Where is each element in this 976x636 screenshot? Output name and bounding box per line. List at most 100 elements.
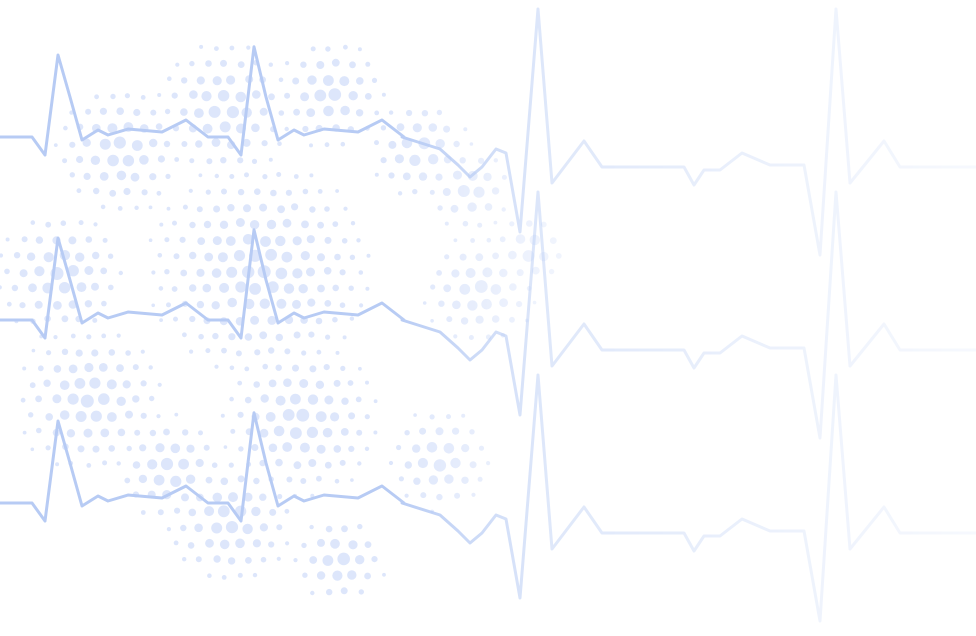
halftone-dot <box>249 220 260 230</box>
halftone-dot <box>252 572 258 578</box>
halftone-dot <box>259 298 270 309</box>
halftone-dot <box>285 189 292 196</box>
halftone-dot <box>404 493 409 498</box>
halftone-dot <box>443 284 452 293</box>
halftone-dot <box>28 283 37 293</box>
halftone-dot <box>452 300 461 310</box>
halftone-dot <box>219 121 231 133</box>
halftone-dot <box>461 413 466 418</box>
halftone-dot <box>306 426 318 438</box>
halftone-dot <box>180 524 187 532</box>
halftone-dot <box>212 236 222 246</box>
halftone-dot <box>29 382 36 389</box>
halftone-dot <box>475 315 484 324</box>
halftone-dot <box>174 507 181 514</box>
halftone-dot <box>182 429 189 436</box>
ecg-trace-2 <box>0 190 976 440</box>
halftone-dot <box>212 492 223 503</box>
halftone-dot <box>302 125 309 133</box>
halftone-dot <box>108 284 114 291</box>
halftone-dot <box>332 570 343 581</box>
halftone-dot <box>219 539 230 550</box>
halftone-dot <box>499 236 506 243</box>
halftone-dot <box>182 204 188 210</box>
halftone-dot <box>233 250 246 262</box>
halftone-dot <box>259 493 267 501</box>
halftone-dot <box>227 297 237 308</box>
halftone-dot <box>189 221 196 229</box>
halftone-dot <box>275 395 286 406</box>
halftone-dot <box>116 364 124 372</box>
halftone-dot <box>396 123 405 131</box>
halftone-dot <box>293 461 302 470</box>
halftone-dot <box>290 427 302 439</box>
halftone-dot <box>309 556 318 564</box>
halftone-dot <box>30 220 36 225</box>
halftone-dot <box>309 365 317 373</box>
halftone-dot <box>35 236 44 244</box>
halftone-dot <box>315 380 325 389</box>
halftone-dot <box>316 61 325 69</box>
halftone-dot <box>227 557 236 565</box>
halftone-dot <box>277 493 283 500</box>
halftone-dot <box>238 446 244 452</box>
halftone-dot <box>180 108 188 116</box>
halftone-dot <box>328 88 342 101</box>
halftone-dot <box>326 588 333 596</box>
halftone-dot <box>493 220 498 225</box>
halftone-dot <box>291 203 299 211</box>
halftone-dot <box>460 317 469 325</box>
halftone-dot <box>259 523 268 532</box>
halftone-dot <box>149 173 157 181</box>
halftone-dot <box>348 91 358 101</box>
halftone-dot <box>343 206 348 211</box>
halftone-dot <box>76 282 87 292</box>
halftone-dot <box>246 45 251 50</box>
halftone-dot <box>341 525 348 533</box>
halftone-dot <box>509 283 517 291</box>
halftone-dot <box>356 77 364 85</box>
halftone-dot <box>324 461 332 469</box>
halftone-dot <box>173 253 180 260</box>
halftone-dot <box>188 508 197 517</box>
halftone-dot <box>107 412 117 422</box>
halftone-dot <box>380 157 387 164</box>
halftone-dot <box>126 445 132 452</box>
halftone-dot <box>300 478 307 484</box>
halftone-dot <box>131 140 143 151</box>
halftone-dot <box>202 283 212 293</box>
halftone-dot <box>148 365 153 370</box>
halftone-dot <box>365 61 371 67</box>
halftone-dot <box>444 254 450 260</box>
halftone-dot <box>307 298 316 307</box>
halftone-dot <box>225 521 239 534</box>
halftone-dot <box>300 92 310 102</box>
halftone-dot <box>74 378 86 389</box>
halftone-dot <box>364 541 372 548</box>
halftone-dot <box>122 155 135 167</box>
halftone-dot <box>198 333 204 340</box>
halftone-dot <box>548 268 555 275</box>
halftone-dot <box>268 379 277 388</box>
halftone-dot <box>6 301 12 307</box>
halftone-dot <box>244 172 249 178</box>
halftone-dot <box>340 428 349 436</box>
halftone-dot <box>283 378 292 388</box>
halftone-dot <box>235 538 245 549</box>
halftone-dot <box>426 442 438 453</box>
halftone-dot <box>220 59 227 67</box>
halftone-dot <box>45 445 51 451</box>
halftone-dot <box>211 462 218 469</box>
halftone-dot <box>482 267 493 278</box>
halftone-dot <box>443 125 451 133</box>
halftone-dot <box>37 365 44 372</box>
halftone-dot <box>107 253 114 259</box>
halftone-dot <box>55 462 60 467</box>
halftone-dot <box>481 298 492 310</box>
halftone-dot <box>202 123 213 134</box>
halftone-dot <box>90 155 101 165</box>
halftone-dot <box>398 476 404 482</box>
halftone-dot <box>412 123 422 133</box>
halftone-dot <box>446 316 453 323</box>
halftone-dot <box>85 108 92 115</box>
